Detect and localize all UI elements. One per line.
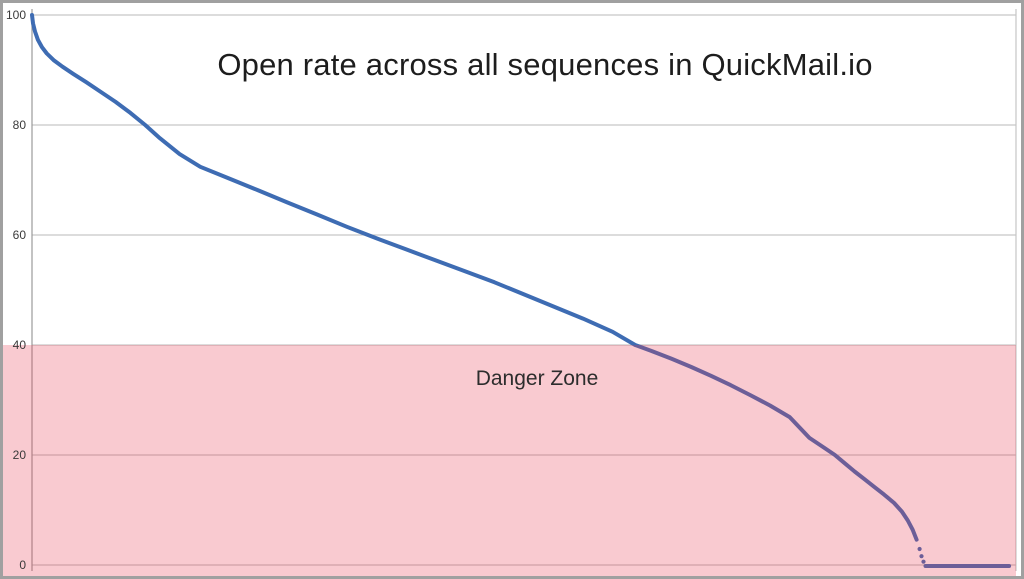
y-tick-label-60: 60 xyxy=(13,228,27,242)
y-tick-label-0: 0 xyxy=(19,558,26,572)
open-rate-curve-dot xyxy=(921,559,926,564)
danger-zone-label: Danger Zone xyxy=(475,367,599,390)
y-tick-label-40: 40 xyxy=(13,338,27,352)
open-rate-curve xyxy=(30,13,919,542)
danger-zone-band xyxy=(3,345,1016,576)
y-tick-label-100: 100 xyxy=(6,8,26,22)
open-rate-curve-dot xyxy=(919,554,924,559)
y-tick-label-20: 20 xyxy=(13,448,27,462)
y-tick-label-80: 80 xyxy=(13,118,27,132)
open-rate-curve-dot xyxy=(917,546,922,552)
chart-title: Open rate across all sequences in QuickM… xyxy=(217,47,873,82)
